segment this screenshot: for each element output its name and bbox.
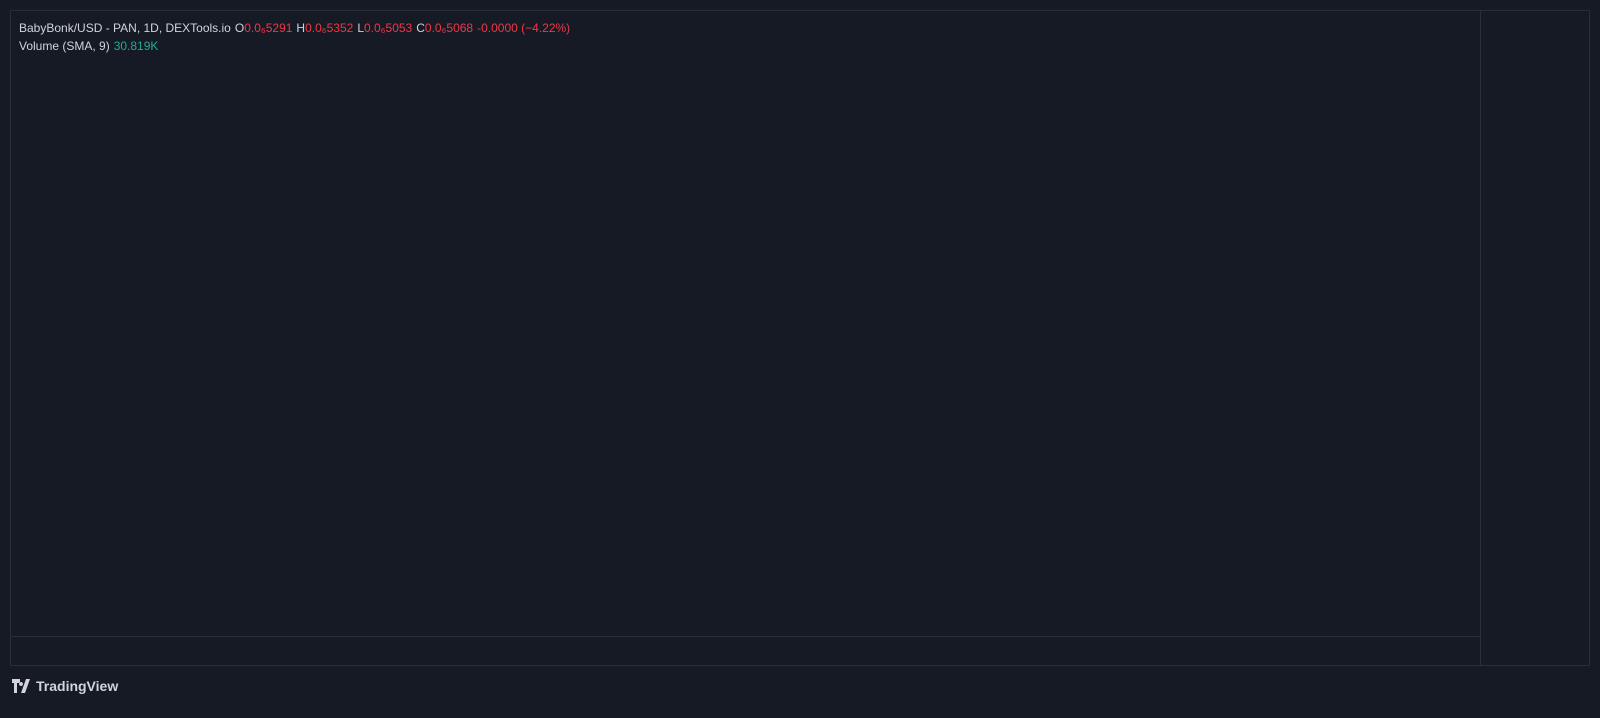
- legend-change: -0.0000 (−4.22%): [477, 21, 571, 35]
- indicator-name: Volume (SMA, 9): [19, 39, 110, 53]
- legend: BabyBonk/USD - PAN, 1D, DEXTools.io O0.0₆…: [19, 19, 574, 55]
- chart-pane: [10, 10, 1590, 666]
- legend-key: O: [234, 21, 245, 35]
- legend-line: Volume (SMA, 9) 30.819K: [19, 37, 574, 55]
- legend-key: C: [416, 21, 425, 35]
- legend-key: L: [357, 21, 364, 35]
- brand-name: TradingView: [36, 678, 119, 694]
- indicator-value: 30.819K: [113, 39, 159, 53]
- legend-line: BabyBonk/USD - PAN, 1D, DEXTools.io O0.0₆…: [19, 19, 574, 37]
- legend-key: H: [296, 21, 306, 35]
- legend-value: 0.0₆5053: [364, 21, 413, 35]
- logo-icon: [12, 679, 30, 693]
- brand-logo: TradingView: [12, 677, 118, 695]
- legend-value: 0.0₆5352: [305, 21, 354, 35]
- symbol-title: BabyBonk/USD - PAN, 1D, DEXTools.io: [19, 21, 231, 35]
- legend-value: 0.0₆5291: [244, 21, 293, 35]
- legend-value: 0.0₆5068: [424, 21, 474, 35]
